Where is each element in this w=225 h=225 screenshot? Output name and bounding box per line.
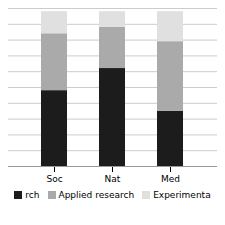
svg-text:Med: Med xyxy=(161,174,180,184)
svg-text:Nat: Nat xyxy=(105,174,121,184)
html-text:Applied research: Applied research xyxy=(58,190,135,200)
html-text:rch: rch xyxy=(25,190,40,200)
html-text:Experimenta: Experimenta xyxy=(153,190,211,200)
svg-text:Soc: Soc xyxy=(46,174,62,184)
